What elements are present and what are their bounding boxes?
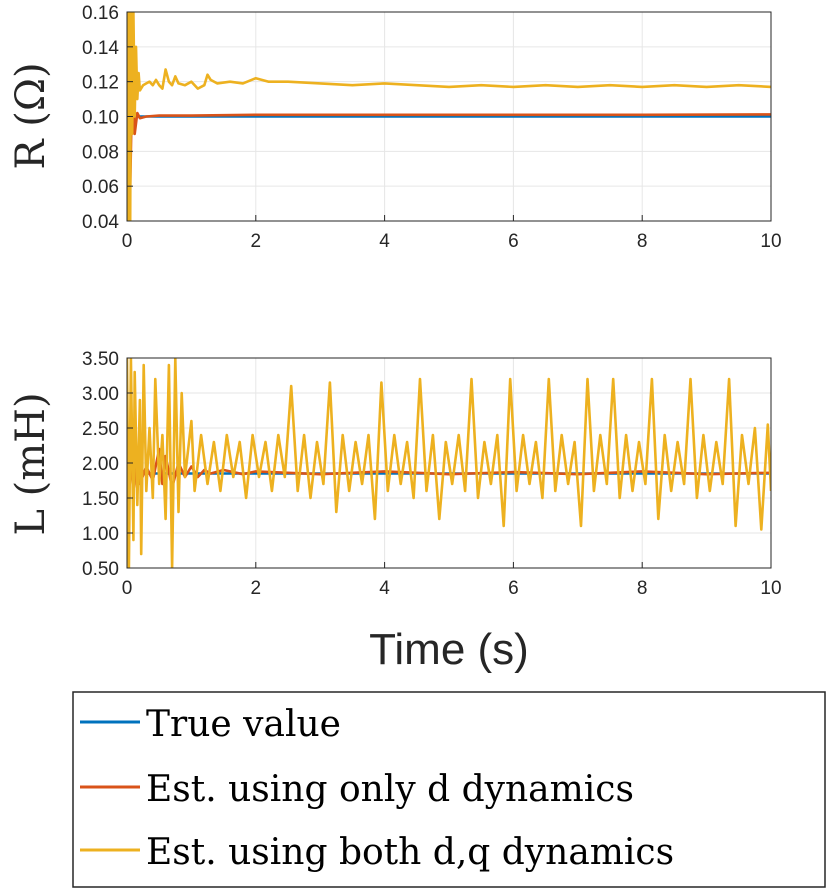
l-xtick-label: 8 [637, 578, 648, 599]
r-xtick-label: 0 [122, 231, 133, 252]
l-ytick-label: 2.00 [82, 454, 119, 475]
legend-label-dq-both: Est. using both d,q dynamics [146, 832, 674, 873]
r-xtick-label: 6 [508, 231, 519, 252]
r-ytick-label: 0.14 [82, 38, 119, 59]
r-ytick-label: 0.06 [82, 177, 119, 198]
l-axis-label: L (mH) [8, 392, 54, 535]
l-ytick-label: 0.50 [82, 559, 119, 580]
l-series-dq-both [127, 358, 771, 568]
inductance-plot: 0 2 4 6 8 10 0.50 1.00 1.50 2.00 2.50 3.00 3.50 [82, 349, 782, 599]
l-series-group [127, 358, 771, 568]
r-ytick-label: 0.12 [82, 73, 119, 94]
r-series-dq-both [127, 12, 771, 221]
legend: True value Est. using only d dynamics Es… [72, 691, 826, 888]
l-xtick-label: 10 [760, 578, 781, 599]
legend-label-true-value: True value [146, 704, 341, 745]
l-ytick-label: 1.00 [82, 524, 119, 545]
time-axis-label: Time (s) [369, 625, 529, 674]
l-ytick-label: 1.50 [82, 489, 119, 510]
r-xtick-label: 10 [760, 231, 781, 252]
r-ytick-label: 0.08 [82, 142, 119, 163]
r-xtick-label: 2 [251, 231, 262, 252]
resistance-plot: 0 2 4 6 8 10 0.04 0.06 0.08 0.10 0.12 0.14 0.16 [82, 3, 782, 252]
l-xtick-label: 0 [122, 578, 133, 599]
r-ytick-label: 0.04 [82, 212, 119, 233]
r-xtick-label: 4 [379, 231, 390, 252]
l-xtick-label: 6 [508, 578, 519, 599]
legend-label-d-only: Est. using only d dynamics [146, 769, 634, 810]
l-xtick-label: 2 [251, 578, 262, 599]
l-ytick-label: 2.50 [82, 419, 119, 440]
r-axis-label: R (Ω) [8, 62, 54, 169]
r-ytick-label: 0.10 [82, 108, 119, 129]
r-ytick-label: 0.16 [82, 3, 119, 24]
l-ytick-label: 3.00 [82, 384, 119, 405]
l-xtick-label: 4 [379, 578, 390, 599]
legend-box [72, 691, 826, 888]
l-ytick-label: 3.50 [82, 349, 119, 370]
r-xtick-label: 8 [637, 231, 648, 252]
